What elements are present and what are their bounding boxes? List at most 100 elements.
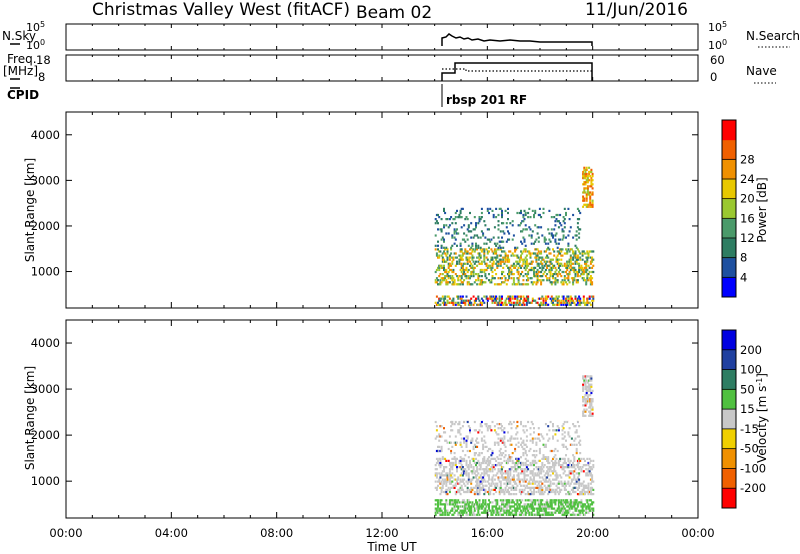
radar-cell <box>452 464 455 467</box>
radar-cell <box>565 266 567 269</box>
radar-cell <box>572 213 575 217</box>
radar-cell <box>524 213 527 217</box>
radar-cell <box>518 275 521 278</box>
radar-cell <box>553 449 556 453</box>
radar-cell <box>486 264 489 267</box>
radar-cell <box>516 254 519 257</box>
radar-cell <box>578 270 581 274</box>
radar-cell <box>588 379 591 382</box>
radar-cell <box>485 466 488 469</box>
radar-cell <box>534 252 537 255</box>
radar-cell <box>560 501 563 504</box>
radar-cell <box>485 423 488 426</box>
radar-cell <box>480 437 483 440</box>
x-tick-label: 20:00 <box>576 526 609 540</box>
radar-cell <box>489 260 492 263</box>
radar-cell <box>454 264 457 267</box>
radar-cell <box>471 258 474 261</box>
colorbar-segment <box>722 330 736 351</box>
radar-cell <box>522 228 525 231</box>
radar-cell <box>572 511 575 514</box>
radar-cell <box>576 466 579 469</box>
radar-cell <box>566 252 569 255</box>
radar-cell <box>483 258 486 261</box>
radar-cell <box>479 262 482 265</box>
radar-cell <box>480 303 483 306</box>
radar-cell <box>540 466 543 469</box>
radar-cell <box>549 513 552 516</box>
radar-cell <box>591 398 594 401</box>
colorbar-segment <box>722 369 736 390</box>
radar-cell <box>534 513 537 516</box>
radar-cell <box>548 478 551 481</box>
radar-cell <box>505 264 508 267</box>
radar-cell <box>561 464 564 467</box>
radar-cell <box>510 254 513 257</box>
radar-cell <box>588 507 591 510</box>
radar-cell <box>542 297 545 300</box>
radar-cell <box>440 277 443 280</box>
radar-cell <box>479 464 482 467</box>
radar-cell <box>565 466 567 469</box>
radar-cell <box>567 466 570 469</box>
radar-cell <box>522 461 525 465</box>
radar-cell <box>537 474 540 477</box>
radar-cell <box>567 248 570 251</box>
radar-cell <box>589 482 592 485</box>
radar-cell <box>562 443 565 446</box>
radar-cell <box>520 461 522 465</box>
radar-cell <box>576 478 579 481</box>
radar-cell <box>556 260 559 263</box>
radar-cell <box>467 480 470 483</box>
radar-cell <box>524 509 527 512</box>
radar-cell <box>586 299 589 302</box>
radar-cell <box>589 402 592 405</box>
radar-cell <box>557 493 560 496</box>
radar-cell <box>467 224 470 227</box>
radar-cell <box>451 234 454 237</box>
radar-cell <box>475 452 477 455</box>
radar-cell <box>498 258 501 261</box>
radar-cell <box>556 281 559 284</box>
radar-cell <box>527 250 530 253</box>
radar-cell <box>445 270 448 274</box>
radar-cell <box>563 459 566 462</box>
radar-cell <box>439 283 442 286</box>
radar-cell <box>457 283 460 286</box>
radar-cell <box>547 505 550 508</box>
radar-cell <box>527 482 530 485</box>
radar-cell <box>572 283 575 286</box>
radar-cell <box>585 408 588 411</box>
radar-cell <box>450 486 453 489</box>
radar-cell <box>478 275 481 278</box>
radar-cell <box>486 228 489 231</box>
radar-cell <box>582 470 585 473</box>
radar-cell <box>554 281 557 284</box>
radar-cell <box>547 256 550 259</box>
radar-cell <box>509 470 512 473</box>
radar-cell <box>482 457 485 460</box>
radar-cell <box>531 423 534 426</box>
radar-cell <box>570 466 573 469</box>
radar-cell <box>440 472 443 475</box>
radar-cell <box>473 452 476 455</box>
radar-cell <box>461 273 464 276</box>
radar-cell <box>555 242 558 245</box>
radar-cell <box>583 189 586 192</box>
radar-cell <box>473 472 476 475</box>
radar-cell <box>549 511 552 514</box>
radar-cell <box>461 457 464 460</box>
radar-cell <box>441 478 444 481</box>
radar-cell <box>530 234 533 237</box>
nave-label: Nave <box>746 64 777 78</box>
radar-cell <box>521 441 524 444</box>
radar-cell <box>534 224 537 227</box>
radar-cell <box>567 493 570 496</box>
radar-cell <box>585 511 588 514</box>
radar-cell <box>522 480 525 483</box>
radar-cell <box>588 250 591 253</box>
radar-cell <box>525 260 528 263</box>
radar-cell <box>469 248 471 251</box>
radar-cell <box>523 478 526 481</box>
radar-cell <box>463 299 466 302</box>
